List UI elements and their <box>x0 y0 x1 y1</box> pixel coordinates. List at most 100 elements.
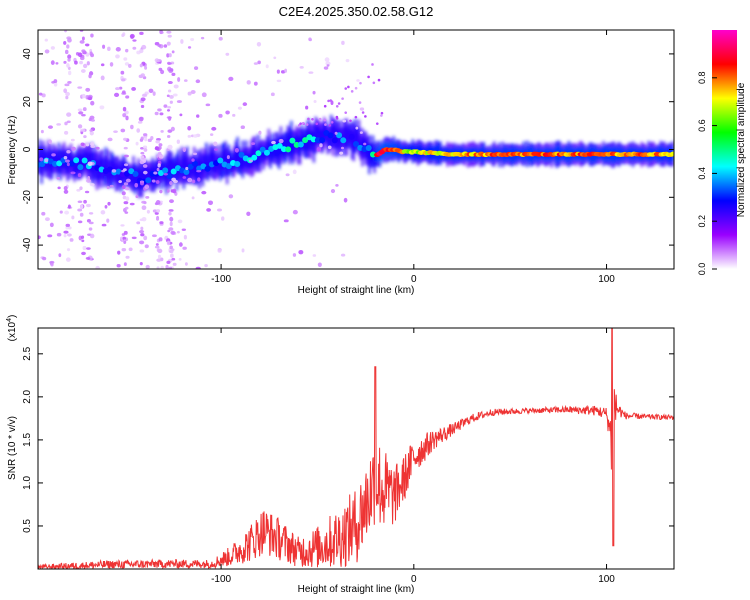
spec-speckle <box>176 230 180 234</box>
spec-speckle <box>299 122 302 125</box>
spec-speckle <box>81 49 86 53</box>
spec-speckle <box>66 63 70 68</box>
spec-speckle <box>349 119 352 123</box>
spec-halo-cell <box>92 159 95 178</box>
spec-speckle <box>58 253 62 258</box>
spec-speckle <box>178 242 183 247</box>
spec-speckle <box>89 233 95 239</box>
spec-speckle <box>171 72 176 76</box>
spec-speckle <box>86 61 90 66</box>
spec-speckle <box>226 155 230 160</box>
spec-speckle <box>125 48 129 53</box>
spec-speckle <box>141 216 147 222</box>
spectrogram-x-axis-label: Height of straight line (km) <box>298 285 415 296</box>
spec-halo-cell <box>168 159 172 181</box>
spec-speckle <box>124 110 129 115</box>
spec-speckle <box>129 33 135 39</box>
spec-speckle <box>77 52 83 58</box>
spec-halo-cell <box>203 154 206 172</box>
spec-speckle <box>56 232 62 237</box>
spec-speckle <box>354 86 358 90</box>
spec-speckle <box>196 169 202 173</box>
spec-speckle <box>270 92 275 97</box>
spec-speckle <box>80 128 86 132</box>
spec-halo-cell <box>52 150 56 167</box>
spec-core-blob <box>187 163 194 170</box>
spec-speckle <box>86 218 91 223</box>
spec-speckle <box>123 201 129 205</box>
spec-speckle <box>56 123 62 126</box>
spec-speckle <box>114 92 120 97</box>
spec-speckle <box>340 253 346 257</box>
spec-core-blob <box>81 157 88 164</box>
spec-speckle <box>345 59 350 63</box>
spec-halo-cell <box>314 124 317 146</box>
spec-speckle <box>187 177 193 183</box>
spec-halo-cell <box>180 154 184 175</box>
snr-series-line <box>38 328 674 569</box>
spec-speckle <box>132 46 137 50</box>
spec-speckle <box>218 113 223 118</box>
spec-speckle <box>64 130 69 135</box>
spec-halo-cell <box>54 152 57 167</box>
spec-speckle <box>67 204 71 209</box>
spec-speckle <box>69 238 74 242</box>
spec-speckle <box>107 46 111 52</box>
spec-halo-cell <box>205 150 208 172</box>
spec-halo-cell <box>142 167 146 183</box>
spec-core-blob <box>132 171 139 178</box>
spec-speckle <box>141 200 147 204</box>
spec-speckle <box>140 233 145 237</box>
spec-speckle <box>139 181 145 186</box>
spec-speckle <box>41 211 46 216</box>
spec-speckle <box>77 108 83 112</box>
spec-speckle <box>167 34 172 38</box>
spec-speckle <box>330 189 336 194</box>
spec-speckle <box>171 257 176 261</box>
spec-speckle <box>107 137 113 142</box>
spec-speckle <box>139 31 144 36</box>
spec-speckle <box>292 169 297 175</box>
spec-speckle <box>141 94 148 97</box>
spec-speckle <box>123 57 128 61</box>
spec-speckle <box>121 33 125 38</box>
spec-halo-cell <box>272 145 276 159</box>
spec-speckle <box>77 173 82 178</box>
spec-speckle <box>83 63 88 69</box>
spec-speckle <box>241 248 245 253</box>
spec-speckle <box>67 233 72 237</box>
spec-halo-cell <box>239 156 243 170</box>
spec-speckle <box>168 266 173 269</box>
spec-halo-cell <box>100 156 104 174</box>
spec-speckle <box>87 176 91 180</box>
spec-speckle <box>192 152 198 156</box>
spec-speckle <box>47 125 53 129</box>
spec-speckle <box>77 208 83 212</box>
spec-speckle <box>216 208 223 212</box>
spec-speckle <box>158 143 163 147</box>
spec-halo-cell <box>210 151 213 171</box>
spec-speckle <box>50 46 55 50</box>
spec-core-blob <box>145 177 152 184</box>
colorbar-tick-label: 0.6 <box>697 119 707 132</box>
spec-speckle <box>139 48 144 54</box>
spec-speckle <box>50 262 54 267</box>
spec-core-blob <box>263 149 270 156</box>
spectrogram-panel: -100 0 100 -40 -20 0 20 40 Height of straight … <box>7 29 675 296</box>
spec-speckle <box>79 60 84 65</box>
spec-core-blob <box>183 168 190 175</box>
spec-speckle <box>107 201 111 206</box>
spec-speckle <box>106 218 110 223</box>
spec-speckle <box>125 196 130 202</box>
spec-speckle <box>42 256 47 261</box>
spec-speckle <box>169 199 174 204</box>
spec-halo-cell <box>303 135 307 152</box>
spec-speckle <box>47 234 53 238</box>
spec-halo-cell <box>269 147 272 163</box>
spec-halo-cell <box>184 156 187 177</box>
spec-speckle <box>84 43 90 47</box>
spec-speckle <box>167 61 171 65</box>
spec-speckle <box>95 146 100 150</box>
spec-speckle <box>65 223 71 227</box>
